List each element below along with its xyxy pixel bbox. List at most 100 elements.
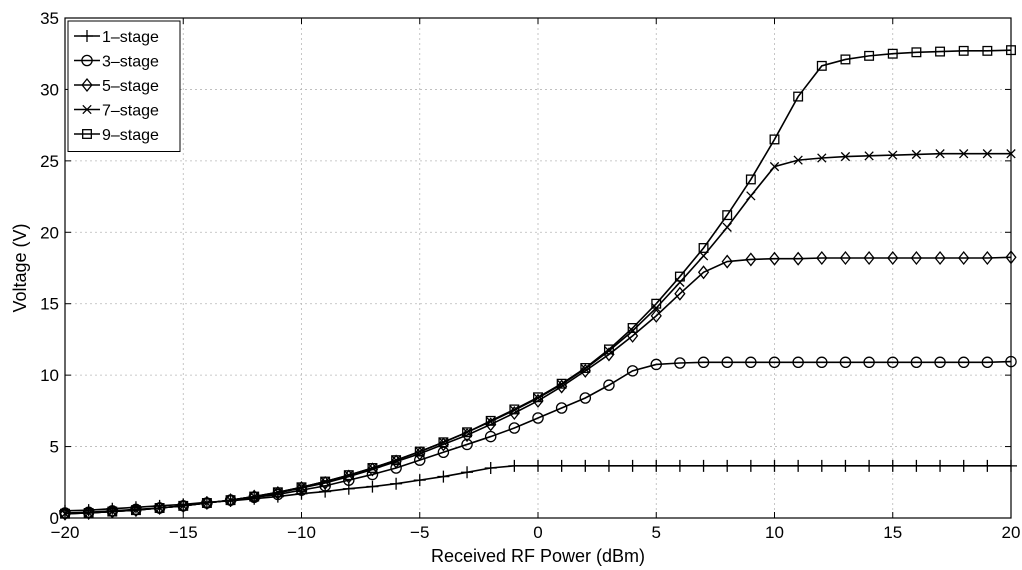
data-point-square: [627, 323, 638, 333]
data-point-circle: [934, 356, 946, 369]
data-point-plus: [461, 466, 474, 479]
data-point-diamond: [130, 503, 142, 518]
data-point-circle: [555, 402, 568, 414]
series-line: [64, 49, 1012, 515]
data-point-plus: [413, 474, 426, 487]
data-point-circle: [721, 356, 733, 369]
data-point-plus: [390, 477, 403, 490]
data-point-square: [296, 482, 307, 493]
y-tick-label: 5: [50, 438, 59, 457]
data-point-plus: [555, 459, 568, 472]
data-point-square: [603, 344, 614, 355]
data-point-square: [438, 437, 449, 448]
data-point-diamond: [59, 506, 71, 521]
data-point-diamond: [674, 286, 686, 301]
data-point-square: [485, 415, 496, 426]
data-point-plus: [721, 459, 734, 472]
data-point-circle: [413, 454, 426, 466]
data-point-diamond: [177, 498, 189, 513]
data-point-x: [982, 149, 993, 159]
data-point-plus: [815, 459, 828, 472]
data-point-plus: [602, 459, 615, 472]
data-point-diamond: [721, 254, 733, 269]
x-axis-label: Received RF Power (dBm): [431, 546, 645, 566]
data-point-circle: [697, 356, 710, 369]
y-axis-label: Voltage (V): [10, 223, 30, 312]
x-tick-label: −15: [169, 523, 198, 542]
data-point-circle: [910, 356, 923, 369]
data-point-diamond: [83, 505, 95, 521]
data-point-square: [533, 392, 543, 403]
data-point-circle: [508, 422, 521, 434]
data-point-circle: [887, 356, 899, 369]
data-point-diamond: [768, 251, 781, 266]
data-point-square: [509, 404, 520, 415]
data-point-plus: [437, 470, 450, 483]
data-point-circle: [957, 356, 970, 369]
data-point-square: [178, 500, 189, 511]
series-line: [64, 256, 1012, 515]
legend: 1–stage 3–stage 5–stage 7–stage 9–stage: [67, 20, 181, 152]
data-point-x: [864, 151, 874, 161]
data-point-x: [888, 150, 898, 160]
data-point-diamond: [887, 250, 899, 266]
legend-item: 7–stage: [74, 103, 159, 120]
data-point-square: [414, 446, 425, 457]
data-point-diamond: [958, 250, 970, 266]
data-point-square: [320, 476, 331, 487]
x-tick-label: 20: [1002, 523, 1021, 542]
x-tick-label: 5: [652, 523, 661, 542]
legend-label: 9–stage: [102, 127, 159, 144]
data-point-diamond: [792, 251, 804, 266]
legend-label: 5–stage: [102, 78, 159, 95]
data-point-circle: [981, 356, 994, 369]
x-tick-label: 15: [883, 523, 902, 542]
data-point-circle: [532, 412, 544, 424]
data-point-square: [201, 498, 212, 508]
series-layer: [59, 45, 1017, 521]
y-tick-label: 25: [40, 152, 59, 171]
data-point-x: [793, 155, 803, 165]
data-point-square: [911, 47, 922, 58]
data-point-square: [130, 505, 141, 516]
data-point-square: [840, 54, 851, 65]
series-square: [60, 45, 1016, 519]
data-point-x: [840, 151, 851, 162]
grid-lines: [65, 18, 1011, 518]
data-point-circle: [792, 356, 804, 369]
legend-items: 1–stage 3–stage 5–stage 7–stage 9–stage: [74, 29, 159, 144]
data-point-diamond: [839, 250, 852, 266]
data-point-x: [698, 251, 709, 261]
data-point-square: [935, 46, 946, 57]
data-point-plus: [839, 459, 852, 472]
x-tick-label: 0: [533, 523, 542, 542]
data-point-diamond: [224, 493, 237, 508]
data-point-circle: [579, 392, 592, 404]
data-point-plus: [886, 459, 899, 472]
data-point-diamond: [745, 252, 757, 267]
data-point-plus: [579, 459, 592, 472]
data-point-circle: [461, 438, 473, 451]
data-point-x: [627, 326, 638, 336]
legend-item: 5–stage: [74, 77, 159, 95]
data-point-square: [249, 491, 260, 502]
data-point-x: [911, 149, 922, 160]
legend-item: 3–stage: [74, 54, 159, 71]
data-point-square: [225, 495, 236, 506]
data-point-circle: [839, 356, 852, 369]
data-point-square: [982, 45, 993, 56]
y-tick-label: 15: [40, 295, 59, 314]
data-point-square: [107, 506, 118, 517]
data-point-square: [745, 174, 756, 185]
data-point-diamond: [248, 489, 260, 504]
data-point-square: [887, 48, 898, 59]
data-point-diamond: [81, 77, 93, 93]
data-point-diamond: [437, 437, 450, 452]
legend-item: 1–stage: [74, 29, 159, 46]
data-point-x: [935, 149, 945, 159]
y-tick-label: 10: [40, 366, 59, 385]
data-point-circle: [816, 356, 828, 369]
y-tick-label: 0: [50, 509, 59, 528]
data-point-x: [722, 222, 732, 232]
data-point-x: [746, 191, 756, 201]
